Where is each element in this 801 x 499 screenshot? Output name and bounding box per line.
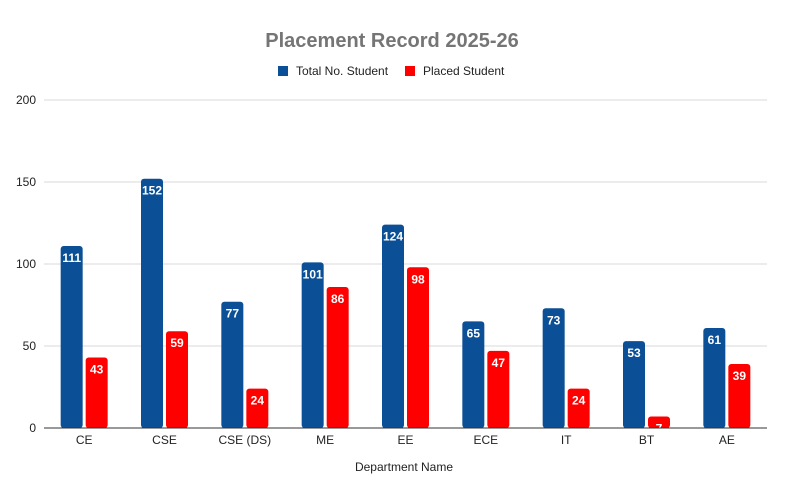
x-tick-label: EE xyxy=(397,433,413,447)
data-labels: 111 43 152 59 77 24 101 86 124 98 65 47 73 24 53 7 61 39 xyxy=(62,184,746,436)
y-axis-ticks: 0 50 100 150 200 xyxy=(16,93,36,435)
x-axis-label: Department Name xyxy=(355,460,453,474)
y-tick-label: 150 xyxy=(16,175,36,189)
data-label-total: 77 xyxy=(226,307,240,321)
data-label-total: 101 xyxy=(303,267,323,281)
x-tick-label: AE xyxy=(719,433,735,447)
bar-total xyxy=(221,301,244,428)
y-tick-label: 200 xyxy=(16,93,36,107)
data-label-placed: 7 xyxy=(656,422,663,436)
x-tick-label: BT xyxy=(639,433,655,447)
data-label-total: 53 xyxy=(627,346,641,360)
data-label-total: 73 xyxy=(547,313,561,327)
bar-total xyxy=(301,262,324,428)
x-tick-label: CSE xyxy=(152,433,177,447)
bar-placed xyxy=(728,364,751,428)
x-axis-ticks: CE CSE CSE (DS) ME EE ECE IT BT AE xyxy=(76,433,735,447)
x-tick-label: ECE xyxy=(473,433,498,447)
bar-total xyxy=(623,341,645,428)
data-label-total: 61 xyxy=(708,333,722,347)
y-tick-label: 0 xyxy=(29,421,36,435)
bar-placed xyxy=(326,286,349,428)
bar-total xyxy=(462,321,485,428)
bar-placed xyxy=(567,388,590,428)
legend-swatch-total xyxy=(278,66,288,76)
x-tick-label: IT xyxy=(561,433,572,447)
bar-placed xyxy=(648,416,670,428)
bar-total xyxy=(542,308,565,428)
bar-total xyxy=(60,245,83,428)
bar-placed xyxy=(487,350,510,428)
data-label-total: 152 xyxy=(142,184,162,198)
data-label-placed: 24 xyxy=(251,394,265,408)
bar-total xyxy=(382,224,404,428)
data-label-total: 65 xyxy=(467,326,481,340)
x-tick-label: CE xyxy=(76,433,93,447)
data-label-total: 111 xyxy=(62,251,81,265)
bar-total xyxy=(141,178,163,428)
data-label-placed: 47 xyxy=(492,356,506,370)
bar-placed xyxy=(246,388,269,428)
data-label-placed: 98 xyxy=(411,272,425,286)
x-tick-label: CSE (DS) xyxy=(218,433,271,447)
legend-label-total: Total No. Student xyxy=(296,64,389,78)
legend: Total No. Student Placed Student xyxy=(278,64,505,78)
gridlines xyxy=(44,99,767,347)
y-tick-label: 50 xyxy=(23,339,37,353)
chart-title: Placement Record 2025-26 xyxy=(265,30,518,52)
bars xyxy=(60,178,751,428)
data-label-placed: 43 xyxy=(90,362,104,376)
x-tick-label: ME xyxy=(316,433,334,447)
data-label-placed: 39 xyxy=(733,369,747,383)
bar-total xyxy=(703,327,726,428)
legend-label-placed: Placed Student xyxy=(423,64,505,78)
data-label-placed: 24 xyxy=(572,394,586,408)
data-label-placed: 86 xyxy=(331,292,345,306)
legend-swatch-placed xyxy=(405,66,415,76)
data-label-placed: 59 xyxy=(170,336,184,350)
bar-placed xyxy=(407,267,429,428)
bar-placed xyxy=(166,331,188,428)
bar-placed xyxy=(85,357,108,428)
y-tick-label: 100 xyxy=(16,257,36,271)
data-label-total: 124 xyxy=(383,230,403,244)
